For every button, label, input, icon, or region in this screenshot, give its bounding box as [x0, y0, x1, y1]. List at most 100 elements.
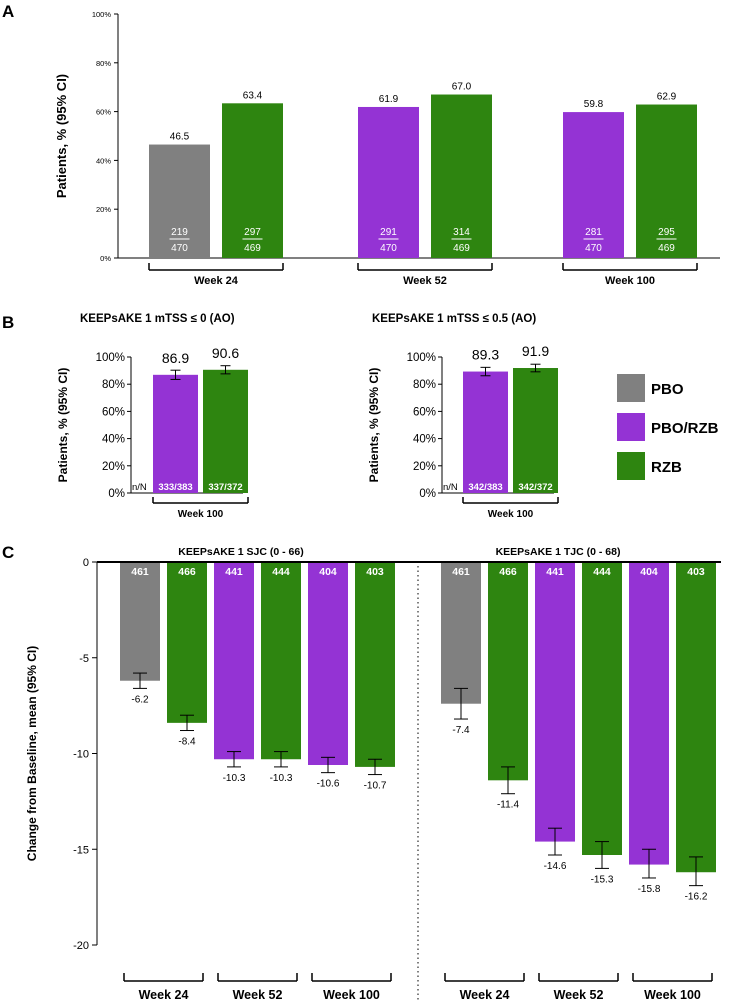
panel-label-b: B: [2, 313, 14, 332]
c-panel-title: KEEPsAKE 1 TJC (0 - 68): [496, 546, 621, 558]
panel-label-a: A: [2, 2, 14, 21]
b-group-label: Week 100: [178, 509, 224, 520]
a-bar-N: 469: [658, 243, 675, 254]
b-y-tick-label: 40%: [102, 434, 125, 446]
a-bar: [149, 144, 210, 258]
c-bar: [582, 563, 622, 855]
chart-b-mtss-0: KEEPsAKE 1 mTSS ≤ 0 (AO) 0% 20% 40% 60% 80% 10…: [56, 313, 249, 520]
a-group-label: Week 24: [194, 275, 239, 287]
a-bar-value-label: 67.0: [452, 82, 472, 93]
b-bar-nN: 342/383: [468, 482, 502, 493]
chart-b-mtss-05: KEEPsAKE 1 mTSS ≤ 0.5 (AO) 0% 20% 40% 60% 80%…: [367, 313, 559, 520]
c-y-tick-label: -15: [73, 844, 89, 856]
c-y-axis-title: Change from Baseline, mean (95% CI): [25, 646, 39, 861]
b-group-label: Week 100: [488, 509, 534, 520]
a-bar-n: 219: [171, 227, 188, 238]
b-y-tick-label: 80%: [413, 379, 436, 391]
b-bar-value-label: 90.6: [212, 345, 239, 361]
c-y-tick-label: -10: [73, 749, 89, 761]
a-y-axis-title: Patients, % (95% CI): [54, 74, 69, 198]
b-y-axis-title: Patients, % (95% CI): [367, 368, 381, 483]
c-bar-value-label: -10.6: [317, 779, 340, 790]
b-nN-label: n/N: [132, 482, 147, 493]
a-bar-value-label: 59.8: [584, 99, 604, 110]
b-chart-title: KEEPsAKE 1 mTSS ≤ 0 (AO): [80, 313, 235, 325]
c-bar-n: 404: [319, 566, 337, 578]
legend-label-pbo: PBO: [651, 381, 684, 398]
legend-swatch-rzb: [617, 452, 645, 480]
a-bar-N: 470: [585, 243, 602, 254]
a-bar-n: 295: [658, 227, 675, 238]
c-bar: [488, 563, 528, 781]
c-panel-title: KEEPsAKE 1 SJC (0 - 66): [178, 546, 303, 558]
c-bar-n: 441: [546, 566, 564, 578]
c-bar-n: 403: [366, 566, 384, 578]
c-bar: [441, 563, 481, 704]
c-bar-value-label: -16.2: [685, 892, 708, 903]
a-bar-N: 469: [244, 243, 261, 254]
b-bar-nN: 337/372: [208, 482, 242, 493]
b-bar-value-label: 91.9: [522, 343, 549, 359]
c-bar-n: 461: [452, 566, 470, 578]
b-bar: [153, 374, 198, 493]
a-y-tick-label: 80%: [96, 59, 111, 68]
a-bar: [431, 94, 492, 259]
c-bar: [355, 563, 395, 767]
c-bar-value-label: -14.6: [544, 861, 567, 872]
c-bar-n: 461: [131, 566, 149, 578]
legend: PBO PBO/RZB RZB: [617, 374, 719, 480]
a-bar-N: 470: [380, 243, 397, 254]
b-chart-title: KEEPsAKE 1 mTSS ≤ 0.5 (AO): [372, 313, 536, 325]
legend-swatch-pbo: [617, 374, 645, 402]
c-bar-n: 466: [178, 566, 196, 578]
c-bar-n: 466: [499, 566, 517, 578]
c-bar-value-label: -15.3: [591, 874, 614, 885]
legend-label-pbo_rzb: PBO/RZB: [651, 420, 719, 437]
c-bar: [214, 563, 254, 760]
c-bar: [120, 563, 160, 681]
c-bar-value-label: -15.8: [638, 884, 661, 895]
c-week-label: Week 52: [554, 988, 604, 1002]
c-y-tick-label: -20: [73, 940, 89, 952]
a-bar-N: 469: [453, 243, 470, 254]
a-bar: [222, 103, 283, 258]
c-bar-value-label: -10.3: [270, 773, 293, 784]
a-y-tick-label: 100%: [92, 10, 112, 19]
b-y-tick-label: 60%: [102, 406, 125, 418]
a-bar: [563, 112, 624, 258]
a-bar-value-label: 61.9: [379, 94, 399, 105]
c-bar: [308, 563, 348, 765]
c-week-label: Week 100: [323, 988, 380, 1002]
b-bar: [463, 371, 508, 493]
b-bar-nN: 342/372: [518, 482, 552, 493]
chart-a: 0% 20% 40% 60% 80% 100% Patients, % (95% CI) 46…: [54, 10, 720, 287]
c-bar-value-label: -11.4: [497, 800, 519, 811]
c-bar-value-label: -6.2: [131, 694, 149, 705]
c-bar-n: 444: [593, 566, 611, 578]
a-bar-value-label: 46.5: [170, 132, 190, 143]
b-y-tick-label: 20%: [102, 461, 125, 473]
c-bar-value-label: -10.7: [364, 781, 387, 792]
c-y-tick-label: -5: [79, 653, 89, 665]
b-y-tick-label: 0%: [108, 488, 125, 500]
c-week-label: Week 100: [644, 988, 701, 1002]
legend-swatch-pbo_rzb: [617, 413, 645, 441]
c-bar-n: 403: [687, 566, 705, 578]
b-bar: [513, 368, 558, 493]
a-bar-n: 297: [244, 227, 261, 238]
c-week-label: Week 24: [139, 988, 189, 1002]
a-y-tick-label: 40%: [96, 156, 111, 165]
c-bar: [535, 563, 575, 842]
c-bar: [167, 563, 207, 723]
a-y-tick-label: 20%: [96, 205, 111, 214]
a-bar-N: 470: [171, 243, 188, 254]
a-y-tick-label: 0%: [100, 254, 111, 263]
a-bar: [636, 104, 697, 258]
b-y-tick-label: 0%: [419, 488, 436, 500]
c-week-label: Week 52: [233, 988, 283, 1002]
c-bar-n: 444: [272, 566, 290, 578]
b-nN-label: n/N: [443, 482, 458, 493]
c-bar: [629, 563, 669, 865]
a-y-tick-label: 60%: [96, 108, 111, 117]
